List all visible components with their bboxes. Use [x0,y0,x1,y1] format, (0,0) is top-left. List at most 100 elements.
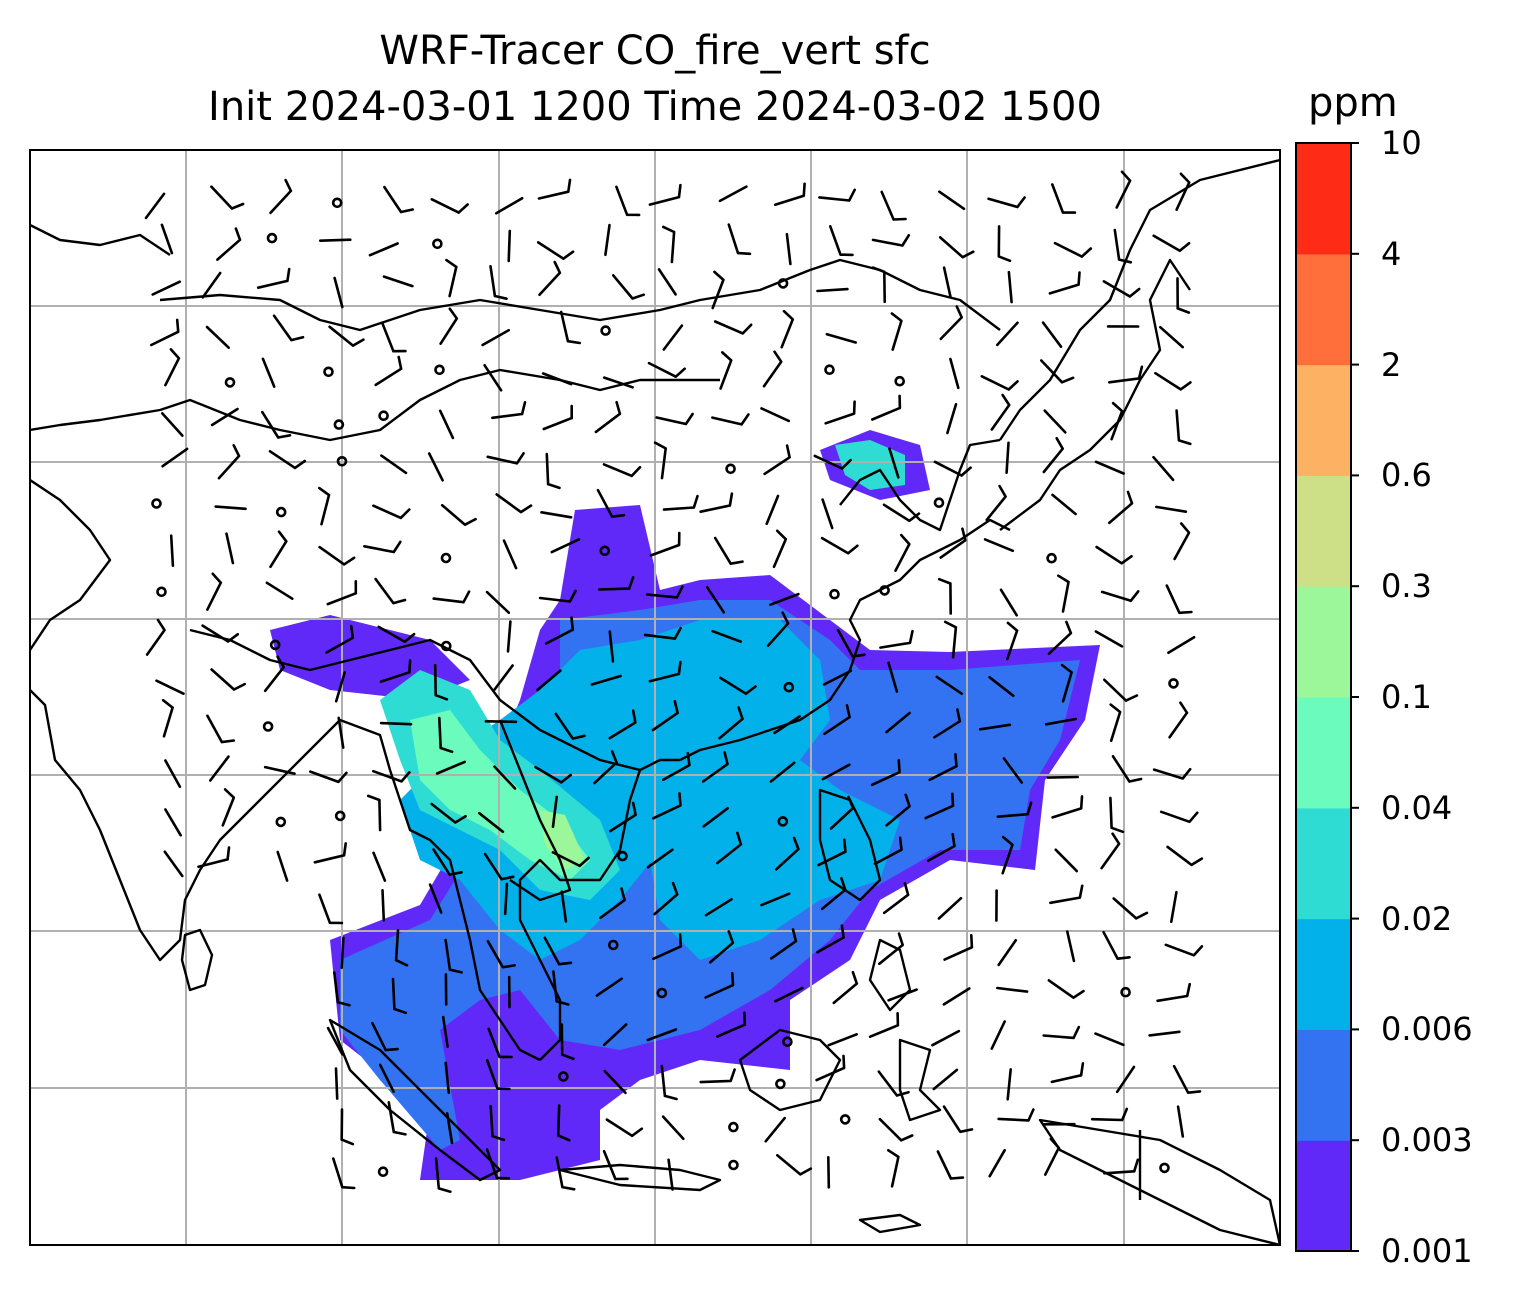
wind-barb [318,486,331,526]
wind-barb [997,1108,1035,1122]
wind-barb [936,1150,965,1180]
wind-barb [161,447,189,468]
wind-barb [383,185,414,214]
wind-barb [1042,1025,1081,1040]
wind-barb [1170,890,1178,923]
wind-barb [651,699,679,732]
wind-barb [646,848,674,869]
calm-wind-circle [933,497,945,509]
wind-barb [937,577,952,615]
colorbar-segment [1296,253,1351,366]
wind-barb [489,265,508,300]
wind-barb [646,1028,678,1042]
wind-barb [551,795,558,828]
wind-barb [943,620,958,659]
wind-barb [484,720,518,724]
wind-barb [765,494,780,526]
korea [839,438,1001,532]
calm-wind-circle [275,506,287,518]
wind-barb [444,1061,451,1094]
map-title: WRF-Tracer CO_fire_vert sfc [379,28,931,74]
calm-wind-circle [1120,986,1131,998]
wind-barb [1152,455,1175,482]
wind-barb [662,324,684,351]
sri-lanka [180,928,214,992]
wind-barb [495,493,533,514]
wind-barb [661,1115,685,1141]
colorbar-tick-label: 0.001 [1381,1232,1473,1270]
wind-barb [827,1156,831,1189]
sulawesi [898,1038,942,1122]
wind-barb [1047,979,1085,999]
wind-barb [1050,1062,1085,1084]
wind-barb [206,714,236,744]
wind-barb [319,238,352,242]
wind-barb [487,1027,513,1059]
wind-barb [1155,505,1188,513]
wind-barb [594,400,622,434]
wind-barb [704,971,735,999]
colorbar-segment [1296,918,1351,1030]
wind-barb [201,271,222,299]
wind-barb [560,1023,575,1061]
wind-barb [485,590,511,614]
wind-barb [774,836,800,871]
wind-barb [538,589,577,603]
wind-barb [545,452,561,490]
wind-barb [1041,321,1063,348]
wind-barb [263,655,285,693]
wind-barb [713,536,744,565]
wind-barb [938,190,966,211]
wind-barb [145,618,166,656]
colorbar-tick-label: 0.04 [1381,788,1453,827]
wind-barb [1165,584,1193,615]
wind-barb [1100,832,1121,870]
wind-barb [542,404,573,431]
russia-coast [999,158,1280,441]
wind-barb [1159,325,1184,349]
wind-barb [708,930,735,964]
wind-barb [990,1020,1006,1050]
calm-wind-circle [323,366,334,378]
wind-barb [935,675,963,695]
wind-barb [704,898,733,917]
wind-barb [615,185,641,217]
wind-barb [374,355,403,387]
wind-barb [1102,280,1141,298]
wind-barb [825,332,857,344]
wind-barb [380,454,408,475]
wind-barb [824,400,856,425]
wind-barb [427,452,444,482]
wind-barb [705,586,726,614]
wind-barb [727,223,752,256]
wind-barb [205,325,230,349]
wind-barb [942,987,971,1006]
wind-barb [381,322,407,353]
wind-barb [334,671,346,703]
wind-barb [597,576,635,591]
colorbar-tick-label: 0.02 [1381,899,1453,938]
wind-barb [942,1105,974,1134]
wind-barb [608,709,637,740]
wind-barb [1156,982,1191,1003]
wind-barb [430,802,467,824]
wind-barb [645,585,684,599]
wind-barb [593,750,618,785]
calm-wind-circle [656,987,668,999]
wind-barb [662,751,691,782]
map-frame [29,149,1281,1246]
wind-barb [1110,401,1124,441]
wind-barb [309,770,348,784]
wind-barb [313,842,347,864]
wind-barb [785,232,792,266]
wind-barb [871,266,886,304]
calm-wind-circle [333,419,345,430]
wind-barb [1175,409,1192,446]
wind-barb [823,704,851,736]
wind-barb [1043,409,1067,434]
wind-barb [144,192,166,220]
wind-barb [1173,522,1191,561]
wind-barb [328,325,365,347]
wind-barb [699,1068,736,1084]
wind-barb [164,759,182,788]
